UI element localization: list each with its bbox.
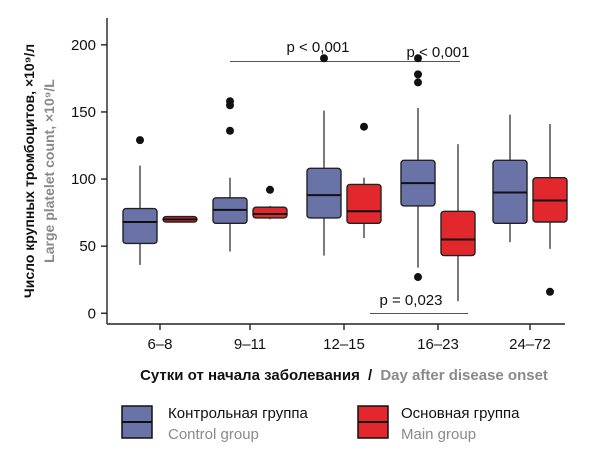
boxes	[122, 54, 568, 302]
box-main-0	[162, 215, 198, 223]
box-main-4	[532, 124, 568, 296]
significance-annotations: p < 0,001 p < 0,001 p = 0,023	[287, 39, 470, 309]
box-iqr	[306, 167, 342, 219]
outlier-point	[266, 185, 274, 194]
legend-label-main-en: Main group	[401, 426, 476, 443]
box-main-2	[346, 122, 382, 239]
outlier-point	[320, 54, 328, 63]
box-control-3	[400, 54, 436, 282]
legend-item-main: Основная группа Main group	[357, 405, 520, 443]
box-control-0	[122, 136, 158, 265]
x-axis-label-ru: Сутки от начала заболевания	[140, 367, 360, 384]
outlier-point	[226, 126, 234, 135]
legend-item-control: Контрольная группа Control group	[121, 405, 308, 443]
box-iqr	[122, 207, 158, 245]
x-tick-label: 12–15	[323, 336, 365, 353]
axes	[106, 18, 565, 325]
legend: Контрольная группа Control group Основна…	[121, 405, 520, 443]
x-tick-label: 9–11	[234, 336, 266, 353]
legend-label-main-ru: Основная группа	[401, 405, 520, 422]
outlier-point	[414, 70, 422, 79]
annotation-text-1: p < 0,001	[287, 39, 350, 56]
x-tick-label: 16–23	[417, 336, 459, 353]
x-axis-label-separator: /	[368, 367, 373, 384]
legend-label-control-en: Control group	[168, 426, 259, 443]
box-iqr	[346, 183, 382, 225]
box-main-1	[252, 185, 288, 220]
annotation-text-2: p < 0,001	[407, 44, 470, 61]
box-control-2	[306, 54, 342, 256]
outlier-point	[360, 122, 368, 131]
box-iqr	[252, 206, 288, 219]
x-axis-label: Сутки от начала заболевания / Day after …	[140, 367, 548, 384]
outlier-point	[414, 273, 422, 282]
y-tick-label: 200	[71, 37, 96, 54]
annotation-lines	[230, 61, 468, 314]
y-tick-label: 0	[88, 305, 96, 322]
y-axis-label-en: Large platelet count, ×10⁹/L	[41, 79, 57, 263]
outlier-point	[414, 54, 422, 63]
x-axis-label-en: Day after disease onset	[380, 367, 548, 384]
box-main-3	[440, 144, 476, 302]
outlier-point	[414, 78, 422, 87]
box-control-1	[212, 97, 248, 252]
x-tick-label: 24–72	[509, 336, 551, 353]
y-tick-label: 150	[71, 104, 96, 121]
annotation-text-3: p = 0,023	[380, 292, 443, 309]
y-tick-label: 50	[79, 238, 96, 255]
box-control-4	[492, 114, 528, 243]
legend-label-control-ru: Контрольная группа	[168, 405, 308, 422]
outlier-point	[226, 97, 234, 106]
outlier-point	[136, 136, 144, 145]
axis-ticks: 0 50 100 150 200 6–8 9–11 12–15 16–23 24–72	[71, 37, 551, 353]
box-iqr	[440, 210, 476, 257]
outlier-point	[546, 287, 554, 296]
x-tick-label: 6–8	[147, 336, 172, 353]
y-axis-label-ru: Число крупных тромбоцитов, ×10⁹/л	[21, 44, 37, 298]
y-tick-label: 100	[71, 171, 96, 188]
